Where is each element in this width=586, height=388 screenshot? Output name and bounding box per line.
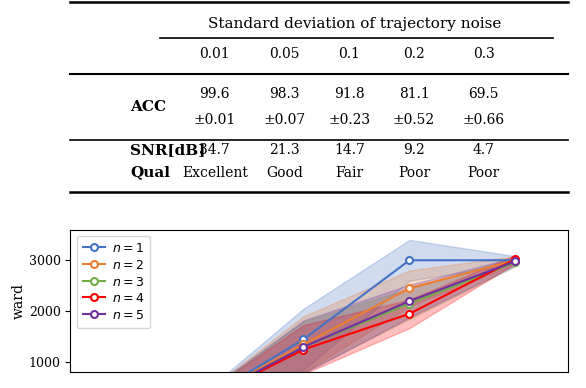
Text: 14.7: 14.7 xyxy=(334,143,364,157)
Text: 98.3: 98.3 xyxy=(269,87,300,101)
Text: SNR[dB]: SNR[dB] xyxy=(130,143,206,157)
Text: 0.01: 0.01 xyxy=(199,47,230,61)
Text: 0.2: 0.2 xyxy=(403,47,425,61)
Text: 0.3: 0.3 xyxy=(473,47,495,61)
Text: Fair: Fair xyxy=(335,166,363,180)
Text: Excellent: Excellent xyxy=(182,166,248,180)
Text: 0.1: 0.1 xyxy=(338,47,360,61)
Text: Poor: Poor xyxy=(468,166,500,180)
Text: 4.7: 4.7 xyxy=(473,143,495,157)
Y-axis label: ward: ward xyxy=(12,283,26,319)
Text: 69.5: 69.5 xyxy=(468,87,499,101)
Text: ±0.66: ±0.66 xyxy=(463,113,505,127)
Text: 21.3: 21.3 xyxy=(269,143,300,157)
Text: 81.1: 81.1 xyxy=(398,87,430,101)
Text: ±0.52: ±0.52 xyxy=(393,113,435,127)
Text: 91.8: 91.8 xyxy=(334,87,364,101)
Text: Good: Good xyxy=(266,166,303,180)
Legend: $n = 1$, $n = 2$, $n = 3$, $n = 4$, $n = 5$: $n = 1$, $n = 2$, $n = 3$, $n = 4$, $n =… xyxy=(77,236,151,328)
Text: Qual: Qual xyxy=(130,166,170,180)
Text: ACC: ACC xyxy=(130,100,166,114)
Text: 34.7: 34.7 xyxy=(199,143,230,157)
Text: ±0.07: ±0.07 xyxy=(263,113,306,127)
Text: 99.6: 99.6 xyxy=(199,87,230,101)
Text: Poor: Poor xyxy=(398,166,430,180)
Text: Standard deviation of trajectory noise: Standard deviation of trajectory noise xyxy=(207,17,501,31)
Text: 0.05: 0.05 xyxy=(269,47,300,61)
Text: 9.2: 9.2 xyxy=(403,143,425,157)
Text: ±0.01: ±0.01 xyxy=(193,113,236,127)
Text: ±0.23: ±0.23 xyxy=(328,113,370,127)
